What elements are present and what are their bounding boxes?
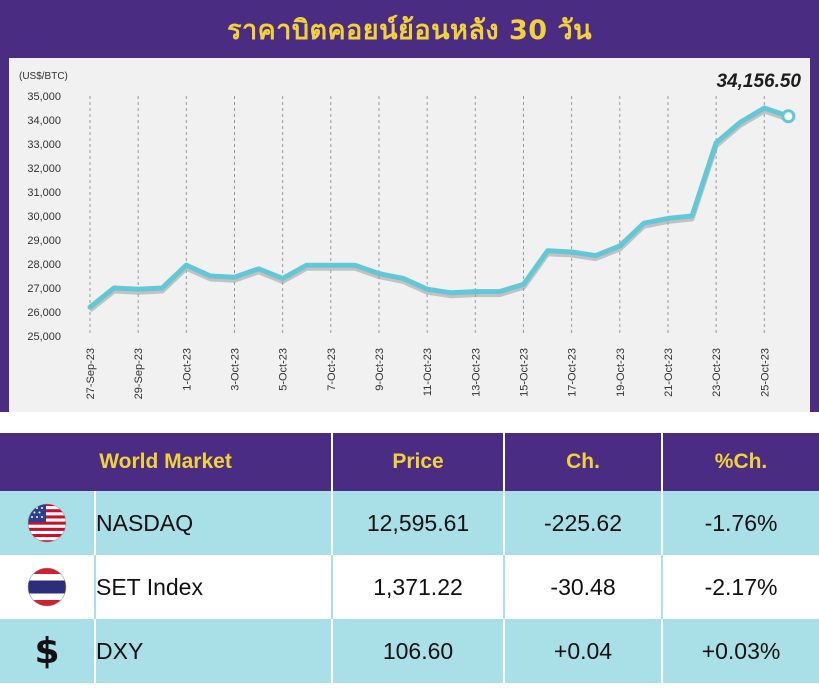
- y-tick-label: 28,000: [27, 259, 61, 271]
- header-world-market: World Market: [0, 433, 334, 491]
- header-pct-change: %Ch.: [662, 433, 819, 491]
- last-point-marker: [781, 109, 796, 124]
- market-price: 1,371.22: [332, 555, 506, 619]
- y-tick-label: 27,000: [27, 283, 61, 295]
- x-tick-label: 11-Oct-23: [422, 348, 434, 396]
- y-tick-label: 31,000: [27, 187, 61, 199]
- x-tick-label: 17-Oct-23: [567, 348, 579, 397]
- y-tick-label: 30,000: [27, 211, 61, 223]
- x-tick-label: 15-Oct-23: [518, 348, 530, 397]
- y-tick-label: 32,000: [27, 163, 61, 175]
- table-row-set-index: SET Index 1,371.22 -30.48 -2.17%: [0, 555, 819, 619]
- dollar-icon: $: [34, 630, 60, 672]
- thai-flag-icon: [27, 567, 67, 607]
- x-tick-label: 1-Oct-23: [181, 348, 193, 391]
- world-market-table: World Market Price Ch. %Ch.: [0, 433, 819, 683]
- market-pct-change: -1.76%: [662, 491, 819, 555]
- market-name: SET Index: [95, 555, 334, 619]
- market-pct-change: -2.17%: [662, 555, 819, 619]
- us-flag-icon: [27, 503, 67, 543]
- series-line-shadow: [88, 108, 790, 313]
- x-tick-label: 27-Sep-23: [85, 348, 97, 399]
- market-pct-change: +0.03%: [662, 619, 819, 683]
- market-price: 106.60: [332, 619, 506, 683]
- row-icon-cell: $: [0, 619, 96, 683]
- y-tick-label: 33,000: [27, 139, 61, 151]
- x-tick-label: 3-Oct-23: [229, 348, 241, 391]
- market-price: 12,595.61: [332, 491, 506, 555]
- table-row-dxy: $ DXY 106.60 +0.04 +0.03%: [0, 619, 819, 683]
- market-change: +0.04: [504, 619, 664, 683]
- x-tick-label: 19-Oct-23: [615, 348, 627, 397]
- y-tick-label: 35,000: [27, 91, 61, 103]
- table-header-row: World Market Price Ch. %Ch.: [0, 433, 819, 491]
- x-tick-label: 7-Oct-23: [326, 348, 338, 391]
- market-name: NASDAQ: [95, 491, 334, 555]
- row-icon-cell: [0, 555, 96, 619]
- market-change: -30.48: [504, 555, 664, 619]
- chart-area: (US$/BTC) 35,000 34,000 33,000 32,000 31,000 3…: [9, 58, 810, 412]
- y-tick-label: 26,000: [27, 307, 61, 319]
- header-change: Ch.: [504, 433, 664, 491]
- btc-line-chart: (US$/BTC) 35,000 34,000 33,000 32,000 31,000 3…: [19, 71, 801, 399]
- header-price: Price: [332, 433, 506, 491]
- x-tick-label: 9-Oct-23: [374, 348, 386, 391]
- x-tick-label: 5-Oct-23: [278, 348, 290, 391]
- spacer: [0, 412, 819, 426]
- market-change: -225.62: [504, 491, 664, 555]
- market-name: DXY: [95, 619, 334, 683]
- y-tick-label: 29,000: [27, 235, 61, 247]
- last-value-label: 34,156.50: [716, 71, 801, 92]
- x-tick-label: 25-Oct-23: [759, 348, 771, 397]
- y-tick-label: 34,000: [27, 115, 61, 127]
- table-row-nasdaq: NASDAQ 12,595.61 -225.62 -1.76%: [0, 491, 819, 555]
- x-tick-label: 23-Oct-23: [711, 348, 723, 397]
- x-tick-label: 29-Sep-23: [133, 348, 145, 399]
- chart-title: ราคาบิตคอยน์ย้อนหลัง 30 วัน: [226, 15, 593, 46]
- chart-frame: ราคาบิตคอยน์ย้อนหลัง 30 วัน (US$/BTC) 35,…: [0, 0, 819, 426]
- x-tick-label: 21-Oct-23: [663, 348, 675, 397]
- x-tick-label: 13-Oct-23: [470, 348, 482, 397]
- y-tick-label: 25,000: [27, 331, 61, 343]
- row-icon-cell: [0, 491, 96, 555]
- y-axis-unit-label: (US$/BTC): [19, 71, 68, 82]
- series-line: [87, 105, 791, 310]
